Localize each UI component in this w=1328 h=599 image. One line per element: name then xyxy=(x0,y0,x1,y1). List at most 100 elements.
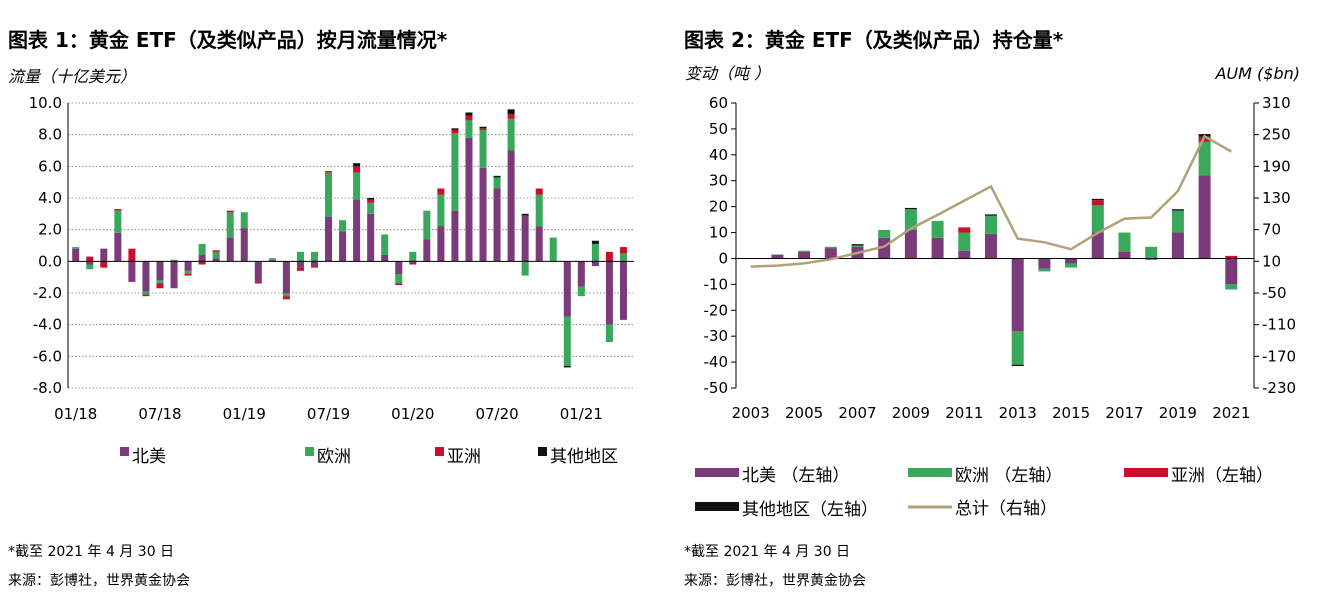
chart2-x-tick: 2007 xyxy=(838,404,876,422)
chart2-y-right-tick: 250 xyxy=(1262,126,1291,144)
chart1-bar-0-28 xyxy=(465,137,473,262)
chart2-bar-2-18 xyxy=(1225,255,1238,259)
chart2-x-tick: 2013 xyxy=(999,404,1037,422)
chart1-bar-2-6 xyxy=(156,283,164,289)
chart2-y-left-tick: -40 xyxy=(704,353,729,371)
chart2-bar-0-3 xyxy=(824,248,837,259)
chart1-bar-1-10 xyxy=(212,251,220,259)
chart1-bar-0-26 xyxy=(437,226,445,262)
chart1-bar-1-1 xyxy=(86,264,94,270)
chart2-bar-3-4 xyxy=(851,244,864,246)
chart2-footnote-date: *截至 2021 年 4 月 30 日 xyxy=(684,544,851,560)
chart2-bar-0-18 xyxy=(1225,258,1238,285)
chart1-bar-1-29 xyxy=(479,129,487,168)
chart1-x-tick: 07/18 xyxy=(138,405,181,423)
chart2-y-left-tick: -10 xyxy=(704,275,729,293)
chart1-bar-3-21 xyxy=(367,198,375,200)
chart1-legend-swatch xyxy=(120,447,129,456)
chart2-bar-2-8 xyxy=(958,227,971,233)
chart2-y-right-tick: 310 xyxy=(1262,94,1291,112)
chart1-y-tick: 4.0 xyxy=(38,189,62,207)
chart2-x-tick: 2003 xyxy=(732,404,770,422)
chart2-y-right-tick: -230 xyxy=(1262,379,1296,397)
chart1-bar-0-1 xyxy=(86,261,94,265)
chart1-bar-2-3 xyxy=(114,209,122,211)
chart2-bar-1-18 xyxy=(1225,284,1238,290)
chart2-bar-1-8 xyxy=(958,232,971,251)
chart2-x-tick: 2021 xyxy=(1212,404,1250,422)
chart2-y-left-tick: 30 xyxy=(709,172,728,190)
chart1-bar-2-2 xyxy=(100,261,108,268)
chart2-bar-0-15 xyxy=(1145,258,1158,260)
chart2-bar-1-3 xyxy=(824,246,837,249)
chart1-bar-1-11 xyxy=(226,212,234,238)
chart1-legend-label: 亚洲 xyxy=(447,447,481,467)
chart1-y-tick: 10.0 xyxy=(29,94,62,112)
chart2-bar-0-17 xyxy=(1198,175,1211,259)
chart2-y-right-tick: 10 xyxy=(1262,252,1281,270)
chart1-bar-1-30 xyxy=(493,177,501,189)
chart2-bar-1-7 xyxy=(931,220,944,238)
chart1-bar-2-20 xyxy=(353,166,361,173)
chart1-bar-0-37 xyxy=(591,261,599,267)
chart1-bar-0-18 xyxy=(325,217,333,262)
chart1-y-tick: 6.0 xyxy=(38,157,62,175)
chart1-y-tick: 0.0 xyxy=(38,252,62,270)
chart2-legend-swatch xyxy=(908,468,952,477)
chart2-bar-1-4 xyxy=(851,245,864,247)
chart1-bar-3-28 xyxy=(465,112,473,116)
chart1-bar-0-5 xyxy=(142,261,150,292)
chart1-title: 图表 1：黄金 ETF（及类似产品）按月流量情况* xyxy=(8,28,448,52)
chart1-bar-0-21 xyxy=(367,213,375,262)
chart1-bar-0-16 xyxy=(296,261,304,268)
chart2-bar-1-16 xyxy=(1171,210,1184,233)
chart1-bar-2-29 xyxy=(479,128,487,130)
chart2-bar-0-13 xyxy=(1091,232,1104,259)
chart2-legend-label: 欧洲 （左轴） xyxy=(955,466,1062,486)
chart2-bar-2-13 xyxy=(1091,200,1104,206)
chart1-bar-1-37 xyxy=(591,243,599,262)
chart2-y-right-tick: 70 xyxy=(1262,221,1281,239)
chart1-bar-0-32 xyxy=(521,215,529,262)
chart1-bar-3-31 xyxy=(507,109,515,115)
chart1-bar-1-17 xyxy=(310,251,318,262)
chart2-y-left-tick: 20 xyxy=(709,198,728,216)
chart1-bar-3-37 xyxy=(591,240,599,244)
chart2-x-tick: 2019 xyxy=(1159,404,1197,422)
chart2-x-tick: 2015 xyxy=(1052,404,1090,422)
chart1-bar-2-28 xyxy=(465,115,473,121)
chart1-bar-2-9 xyxy=(198,261,206,265)
chart1-bar-0-13 xyxy=(254,261,262,282)
chart2-legend-swatch xyxy=(695,502,739,511)
chart1-bar-1-22 xyxy=(381,234,389,255)
chart1-bar-0-22 xyxy=(381,255,389,262)
chart1-bar-0-3 xyxy=(114,232,122,262)
chart1-bar-2-17 xyxy=(310,266,318,268)
chart1-bar-1-32 xyxy=(521,261,529,276)
chart1-bar-2-18 xyxy=(325,171,333,173)
chart1-y-tick: 8.0 xyxy=(38,126,62,144)
chart1-bar-0-36 xyxy=(577,261,585,287)
chart1-bar-3-30 xyxy=(493,175,501,178)
chart2-y-left-label: 变动（吨 ） xyxy=(685,64,770,83)
chart1-y-tick: -8.0 xyxy=(33,379,62,397)
chart2-bar-3-6 xyxy=(904,207,917,210)
chart1-footnote-source: 来源：彭博社，世界黄金协会 xyxy=(8,573,190,589)
chart2-title: 图表 2：黄金 ETF（及类似产品）持仓量* xyxy=(684,28,1064,52)
chart2-legend-swatch xyxy=(1124,468,1168,477)
chart1-bar-0-38 xyxy=(605,261,613,325)
chart1-y-tick: -6.0 xyxy=(33,347,62,365)
chart1-bar-1-35 xyxy=(563,316,571,366)
chart1-bar-0-14 xyxy=(268,259,276,262)
chart2-bar-0-14 xyxy=(1118,251,1131,259)
chart2-bar-3-13 xyxy=(1091,198,1104,201)
chart2-bar-0-5 xyxy=(878,237,891,259)
chart1-legend-label: 欧洲 xyxy=(317,447,351,467)
chart1-bar-1-26 xyxy=(437,194,445,227)
chart1-x-tick: 01/20 xyxy=(391,405,434,423)
chart1-bar-1-15 xyxy=(282,293,290,297)
chart1-bar-2-15 xyxy=(282,296,290,300)
chart1-bar-0-15 xyxy=(282,261,290,293)
chart2-bar-0-11 xyxy=(1038,258,1051,269)
chart1-bar-2-38 xyxy=(605,251,613,262)
